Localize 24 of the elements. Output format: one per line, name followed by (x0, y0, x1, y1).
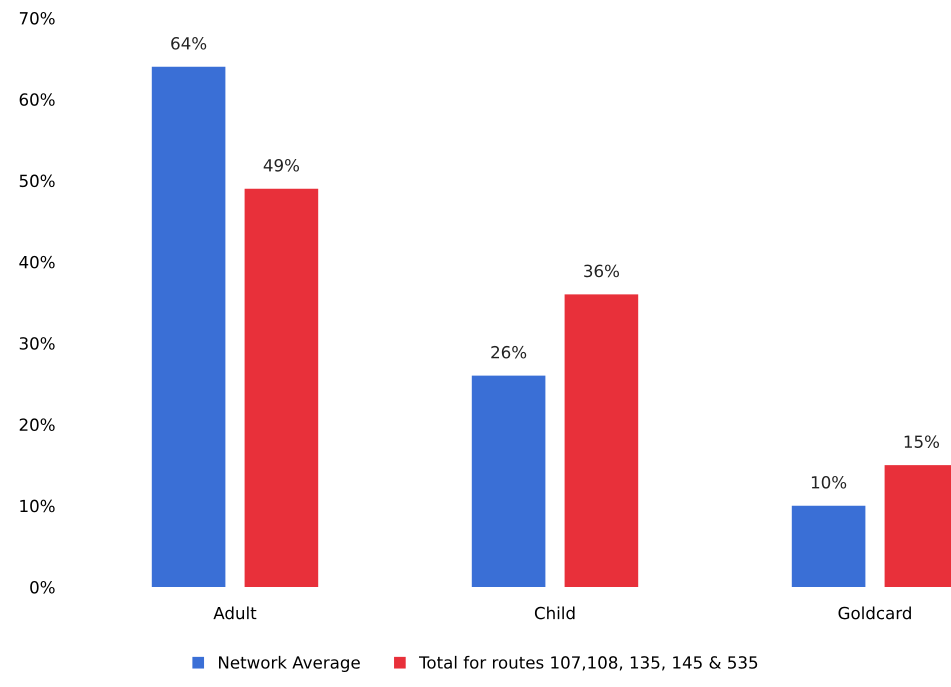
bar (564, 294, 638, 587)
data-label: 15% (904, 435, 939, 448)
bar (472, 376, 546, 587)
data-label: 36% (584, 264, 619, 278)
y-tick-label: 70% (20, 12, 55, 25)
y-tick-label: 0% (30, 580, 55, 594)
y-tick-label: 50% (20, 174, 55, 188)
y-tick-label: 40% (19, 256, 55, 268)
y-tick-label: 10% (20, 500, 55, 512)
x-tick-label: Child (534, 606, 575, 620)
data-label: 49% (264, 158, 299, 172)
legend-label: Network Average (219, 656, 360, 672)
x-tick-label: Goldcard (838, 606, 911, 620)
data-label: 26% (491, 346, 526, 359)
x-tick-label: Adult (213, 606, 256, 620)
data-label: 64% (171, 37, 206, 50)
y-tick-label: 60% (20, 93, 55, 106)
data-label: 10% (812, 476, 846, 489)
y-tick-label: 20% (20, 418, 55, 431)
bar (152, 66, 226, 587)
bar (244, 188, 318, 587)
y-tick-label: 30% (20, 337, 55, 350)
legend-label: Total for routes 107,108, 135, 145 & 535 (418, 656, 758, 670)
bar (792, 506, 866, 587)
